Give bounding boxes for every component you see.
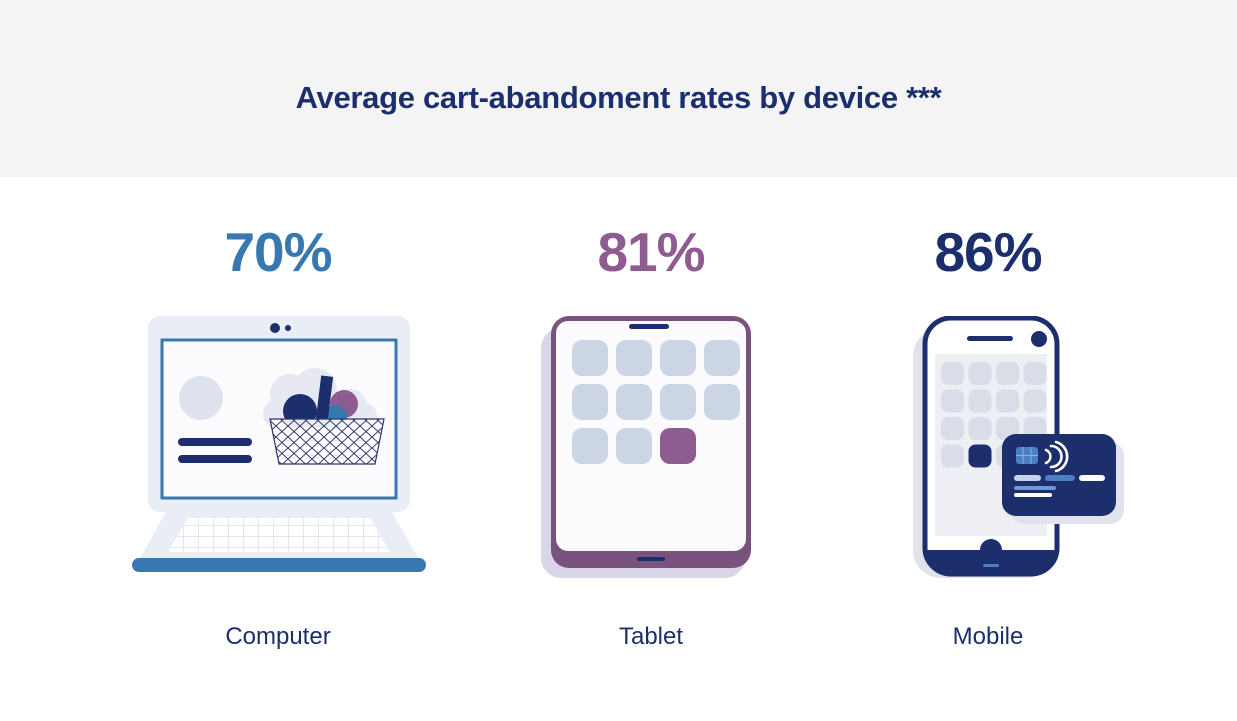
avatar-placeholder [179,376,223,420]
percent-value-tablet: 81% [597,221,705,283]
bottle-icon [314,375,334,429]
phone-camera-icon [1031,331,1047,347]
page-title: Average cart-abandoment rates by device … [295,79,942,115]
tablet-speaker-bar [629,324,669,329]
tablet-app-grid [572,340,740,464]
device-label-tablet: Tablet [618,623,684,650]
contactless-icon [1044,440,1069,473]
laptop-base-bar [132,558,426,572]
phone-speaker-icon [967,336,1013,341]
laptop-illustration [132,316,426,572]
tablet-illustration-wrap [541,316,761,581]
percent-value-mobile: 86% [934,221,1042,283]
tablet-illustration [541,316,751,578]
webcam-icon [270,323,291,333]
percent-value-computer: 70% [224,221,332,283]
card-number-lines [1014,475,1105,497]
device-label-mobile: Mobile [952,623,1024,650]
device-column-tablet: 81% [501,225,801,651]
laptop-illustration-wrap [108,316,448,581]
phone-illustration [913,316,1124,578]
text-lines [178,438,252,463]
card-chip-icon [1016,447,1038,464]
phone-illustration-wrap [828,316,1148,581]
highlighted-app-icon [968,444,992,468]
device-label-computer: Computer [225,623,331,650]
stats-row: 70% [0,177,1237,651]
phone-bottom-band [927,550,1055,573]
laptop-keyboard [168,518,390,552]
device-column-mobile: 86% [828,225,1148,651]
header-band: Average cart-abandoment rates by device … [0,0,1237,177]
credit-card-icon [1002,434,1124,524]
tablet-home-bar [637,557,665,561]
shopping-basket-icon [263,368,385,465]
highlighted-app-icon [660,428,696,464]
device-column-computer: 70% [108,225,448,651]
